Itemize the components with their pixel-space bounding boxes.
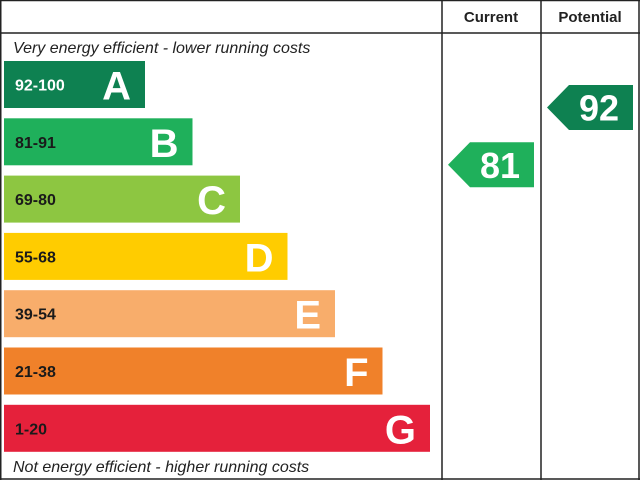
band-range-b: 81-91 [15,135,56,152]
band-range-d: 55-68 [15,249,56,266]
rating-bands: 92-100 A 81-91 B 69-80 C 55-68 D 39-54 E 21-38 F 1-2… [4,61,430,452]
current-rating-value: 81 [480,145,520,186]
top-note: Very energy efficient - lower running co… [13,40,310,57]
band-c: 69-80 C [4,175,240,223]
band-b: 81-91 B [4,118,193,166]
band-e: 39-54 E [4,290,335,338]
current-rating: 81 [448,142,534,188]
band-range-e: 39-54 [15,307,56,324]
band-bar-e [4,290,335,338]
band-letter-g: G [385,408,416,452]
band-range-g: 1-20 [15,421,47,438]
band-range-a: 92-100 [15,78,65,95]
band-range-c: 69-80 [15,192,56,209]
band-letter-e: E [294,294,321,338]
band-bar-g [4,404,430,452]
band-letter-b: B [150,122,179,166]
band-a: 92-100 A [4,61,145,109]
band-bar-b [4,118,193,166]
header-potential: Potential [558,9,621,26]
rating-markers: 81 92 [448,85,633,188]
bottom-note: Not energy efficient - higher running co… [13,459,309,476]
header-current: Current [464,9,518,26]
band-range-f: 21-38 [15,364,56,381]
potential-rating-value: 92 [579,88,619,129]
band-letter-c: C [197,179,226,223]
band-bar-f [4,347,383,395]
band-bar-d [4,232,288,280]
band-f: 21-38 F [4,347,383,395]
band-letter-f: F [344,351,368,395]
current-rating-arrow [448,142,534,188]
potential-rating: 92 [547,85,633,130]
band-letter-a: A [102,65,131,109]
potential-rating-arrow [547,85,633,130]
band-d: 55-68 D [4,232,288,280]
band-bar-a [4,61,145,108]
band-letter-d: D [245,236,274,280]
band-g: 1-20 G [4,404,430,452]
band-bar-c [4,175,240,223]
